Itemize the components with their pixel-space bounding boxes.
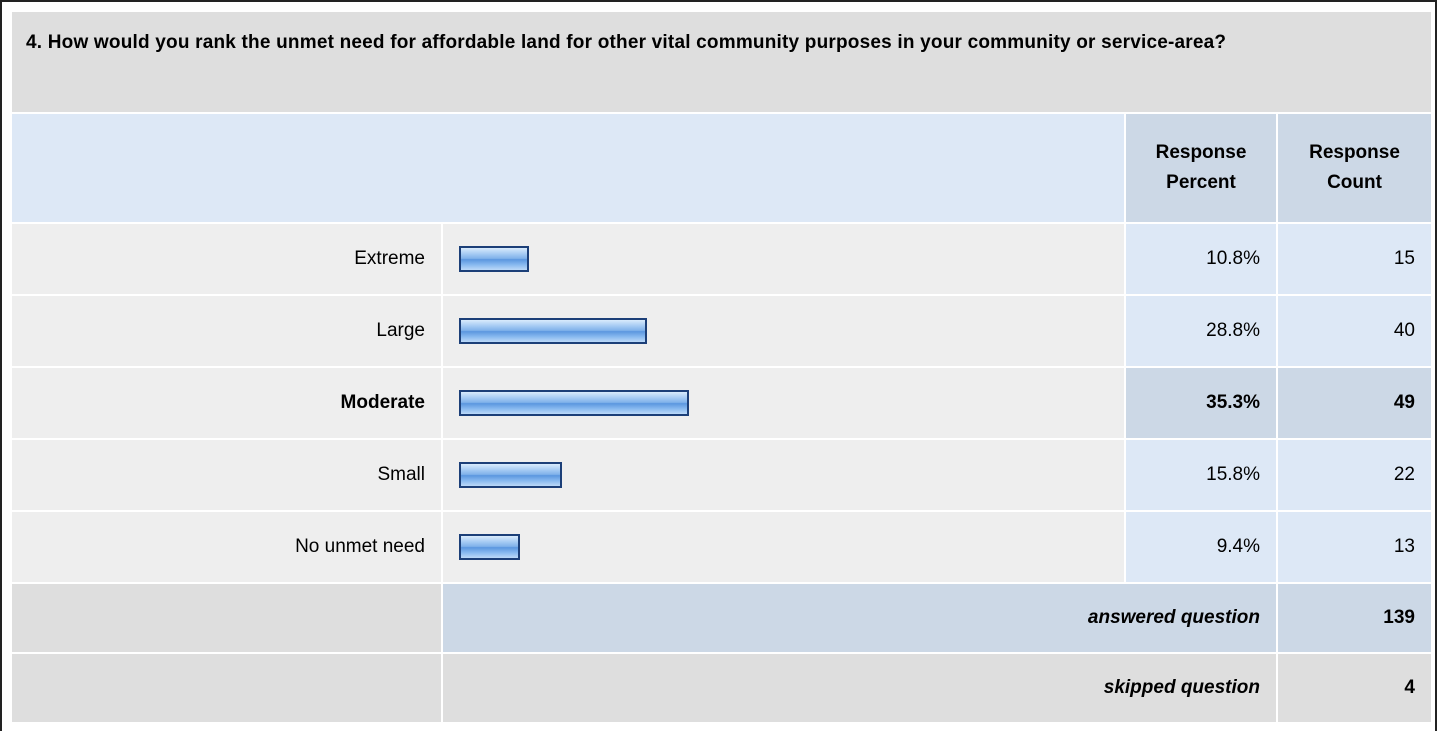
response-percent-header-line2: Percent (1166, 172, 1236, 193)
response-percent: 10.8% (1126, 224, 1276, 294)
response-count: 15 (1278, 224, 1431, 294)
answer-label: Large (12, 296, 441, 366)
response-percent: 28.8% (1126, 296, 1276, 366)
answer-label: Extreme (12, 224, 441, 294)
answered-question-value: 139 (1278, 584, 1431, 652)
survey-results-table: 4. How would you rank the unmet need for… (10, 10, 1433, 724)
response-percent: 35.3% (1126, 368, 1276, 438)
response-count: 49 (1278, 368, 1431, 438)
table-row: Extreme 10.8% 15 (12, 224, 1431, 294)
response-count: 13 (1278, 512, 1431, 582)
table-row: Moderate 35.3% 49 (12, 368, 1431, 438)
response-bar (459, 246, 529, 272)
table-row: Large 28.8% 40 (12, 296, 1431, 366)
skipped-question-label: skipped question (443, 654, 1276, 722)
answer-label: Moderate (12, 368, 441, 438)
response-count-header: Response Count (1278, 114, 1431, 222)
skipped-blank (12, 654, 441, 722)
table-row: Small 15.8% 22 (12, 440, 1431, 510)
answer-label: No unmet need (12, 512, 441, 582)
answered-row: answered question 139 (12, 584, 1431, 652)
header-blank (12, 114, 1124, 222)
response-count: 22 (1278, 440, 1431, 510)
response-percent: 9.4% (1126, 512, 1276, 582)
response-percent-header: Response Percent (1126, 114, 1276, 222)
response-count: 40 (1278, 296, 1431, 366)
response-count-header-line2: Count (1327, 172, 1382, 193)
question-title: 4. How would you rank the unmet need for… (12, 12, 1431, 112)
question-row: 4. How would you rank the unmet need for… (12, 12, 1431, 112)
answered-blank (12, 584, 441, 652)
response-count-header-line1: Response (1309, 142, 1400, 163)
skipped-question-value: 4 (1278, 654, 1431, 722)
answered-question-label: answered question (443, 584, 1276, 652)
response-percent: 15.8% (1126, 440, 1276, 510)
response-bar (459, 462, 562, 488)
header-row: Response Percent Response Count (12, 114, 1431, 222)
response-bar (459, 390, 689, 416)
table-row: No unmet need 9.4% 13 (12, 512, 1431, 582)
response-bar (459, 318, 647, 344)
answer-label: Small (12, 440, 441, 510)
response-percent-header-line1: Response (1155, 142, 1247, 163)
skipped-row: skipped question 4 (12, 654, 1431, 722)
response-bar (459, 534, 520, 560)
